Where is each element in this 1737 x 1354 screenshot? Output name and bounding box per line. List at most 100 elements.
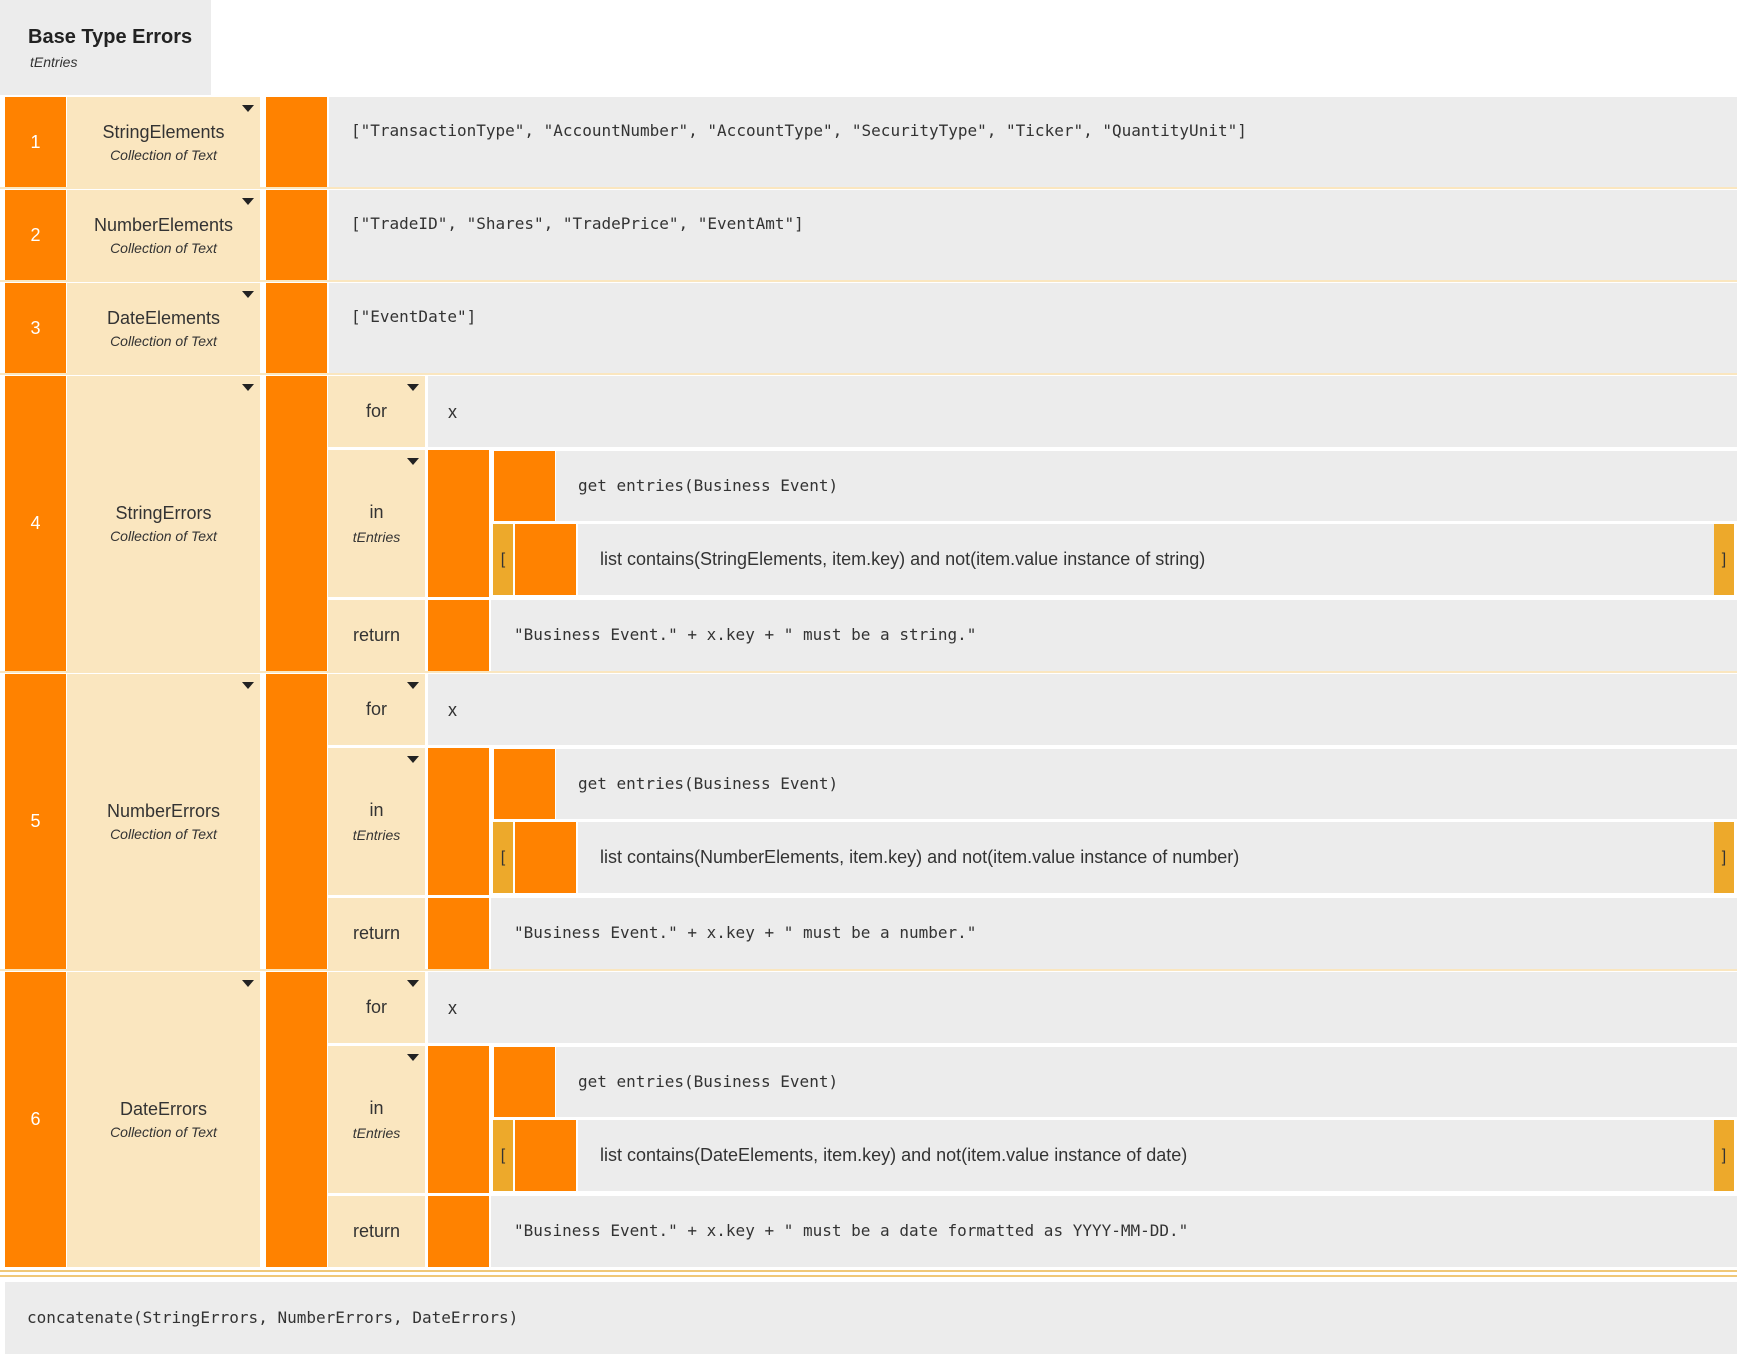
row-number-2[interactable]: 2 (5, 190, 66, 280)
caret-down-icon[interactable] (242, 198, 254, 205)
in-label[interactable]: in tEntries (328, 450, 425, 597)
row-handle[interactable] (266, 283, 327, 373)
source-handle[interactable] (494, 451, 555, 521)
row-divider (0, 969, 1737, 971)
return-expression[interactable]: "Business Event." + x.key + " must be a … (491, 1196, 1737, 1267)
filter-condition[interactable]: list contains(NumberElements, item.key) … (578, 822, 1714, 893)
caret-down-icon[interactable] (242, 291, 254, 298)
caret-down-icon[interactable] (407, 980, 419, 987)
in-type: tEntries (352, 827, 401, 843)
filter-condition-handle[interactable] (515, 822, 576, 893)
filter-condition-handle[interactable] (515, 1120, 576, 1191)
return-label[interactable]: return (328, 600, 425, 671)
entry-name: NumberElements (93, 214, 234, 235)
entry-name-cell[interactable]: StringErrors Collection of Text (67, 376, 260, 671)
row-divider (0, 187, 1737, 189)
literal-expression[interactable]: ["EventDate"] (329, 283, 1737, 373)
entry-name-cell[interactable]: NumberElements Collection of Text (67, 190, 260, 280)
keyword: return (352, 625, 401, 645)
literal-value: ["TradeID", "Shares", "TradePrice", "Eve… (351, 214, 804, 233)
for-label[interactable]: for (328, 972, 425, 1043)
row-handle[interactable] (266, 190, 327, 280)
in-label[interactable]: in tEntries (328, 748, 425, 895)
row-handle[interactable] (266, 97, 327, 187)
source-handle[interactable] (494, 749, 555, 819)
source-expression[interactable]: get entries(Business Event) (556, 1047, 1737, 1117)
entry-name-cell[interactable]: DateElements Collection of Text (67, 283, 260, 373)
caret-down-icon[interactable] (242, 682, 254, 689)
return-handle[interactable] (428, 600, 489, 671)
entry-name-cell[interactable]: NumberErrors Collection of Text (67, 674, 260, 969)
caret-down-icon[interactable] (242, 980, 254, 987)
row-handle[interactable] (266, 376, 327, 671)
keyword: return (352, 923, 401, 943)
return-handle[interactable] (428, 1196, 489, 1267)
caret-down-icon[interactable] (407, 756, 419, 763)
iterator-variable[interactable]: x (428, 972, 1737, 1043)
entry-name: DateErrors (119, 1099, 208, 1119)
caret-down-icon[interactable] (407, 1054, 419, 1061)
return-label[interactable]: return (328, 898, 425, 969)
bracket-close: ] (1714, 822, 1734, 893)
caret-down-icon[interactable] (407, 458, 419, 465)
in-label[interactable]: in tEntries (328, 1046, 425, 1193)
bracket-open: [ (493, 1120, 513, 1191)
entry-name-cell[interactable]: StringElements Collection of Text (67, 97, 260, 187)
row-number-3[interactable]: 3 (5, 283, 66, 373)
source-expression[interactable]: get entries(Business Event) (556, 451, 1737, 521)
filter-condition[interactable]: list contains(StringElements, item.key) … (578, 524, 1714, 595)
literal-expression[interactable]: ["TransactionType", "AccountNumber", "Ac… (329, 97, 1737, 187)
keyword: in (369, 502, 384, 522)
iterator-variable[interactable]: x (428, 674, 1737, 745)
source-handle[interactable] (494, 1047, 555, 1117)
iterator-variable[interactable]: x (428, 376, 1737, 447)
for-label[interactable]: for (328, 376, 425, 447)
entry-name-cell[interactable]: DateErrors Collection of Text (67, 972, 260, 1267)
entry-type: Collection of Text (110, 528, 217, 544)
return-label[interactable]: return (328, 1196, 425, 1267)
for-label[interactable]: for (328, 674, 425, 745)
in-type: tEntries (352, 1125, 401, 1141)
return-expression[interactable]: "Business Event." + x.key + " must be a … (491, 600, 1737, 671)
filter-handle[interactable] (428, 1046, 489, 1193)
context-title[interactable]: Base Type Errors (28, 26, 193, 48)
row-number-1[interactable]: 1 (5, 97, 66, 187)
boxed-context-header: Base Type Errors tEntries (0, 0, 211, 95)
for-variable: x (448, 998, 457, 1018)
bracket-close: ] (1714, 1120, 1734, 1191)
caret-down-icon[interactable] (407, 384, 419, 391)
row-handle[interactable] (266, 972, 327, 1267)
keyword: in (369, 1098, 384, 1118)
row-number-5[interactable]: 5 (5, 674, 66, 969)
row-divider (0, 373, 1737, 375)
return-handle[interactable] (428, 898, 489, 969)
entry-type: Collection of Text (110, 1124, 217, 1140)
in-type: tEntries (352, 529, 401, 545)
return-text: "Business Event." + x.key + " must be a … (514, 1221, 1189, 1240)
for-variable: x (448, 402, 457, 422)
caret-down-icon[interactable] (407, 682, 419, 689)
filter-handle[interactable] (428, 450, 489, 597)
return-text: "Business Event." + x.key + " must be a … (514, 625, 977, 644)
entry-name: StringElements (102, 121, 225, 142)
caret-down-icon[interactable] (242, 105, 254, 112)
return-expression[interactable]: "Business Event." + x.key + " must be a … (491, 898, 1737, 969)
result-expression[interactable]: concatenate(StringErrors, NumberErrors, … (5, 1282, 1737, 1354)
source-expression[interactable]: get entries(Business Event) (556, 749, 1737, 819)
caret-down-icon[interactable] (242, 384, 254, 391)
entry-type: Collection of Text (110, 239, 217, 256)
source-text: get entries(Business Event) (578, 774, 839, 793)
literal-expression[interactable]: ["TradeID", "Shares", "TradePrice", "Eve… (329, 190, 1737, 280)
filter-handle[interactable] (428, 748, 489, 895)
filter-condition[interactable]: list contains(DateElements, item.key) an… (578, 1120, 1714, 1191)
bracket-open: [ (493, 524, 513, 595)
literal-value: ["EventDate"] (351, 307, 477, 326)
context-type[interactable]: tEntries (30, 54, 78, 70)
return-text: "Business Event." + x.key + " must be a … (514, 923, 977, 942)
entry-name: NumberErrors (106, 801, 221, 821)
row-handle[interactable] (266, 674, 327, 969)
row-number-4[interactable]: 4 (5, 376, 66, 671)
row-number-6[interactable]: 6 (5, 972, 66, 1267)
filter-condition-handle[interactable] (515, 524, 576, 595)
result-divider (0, 1275, 1737, 1277)
